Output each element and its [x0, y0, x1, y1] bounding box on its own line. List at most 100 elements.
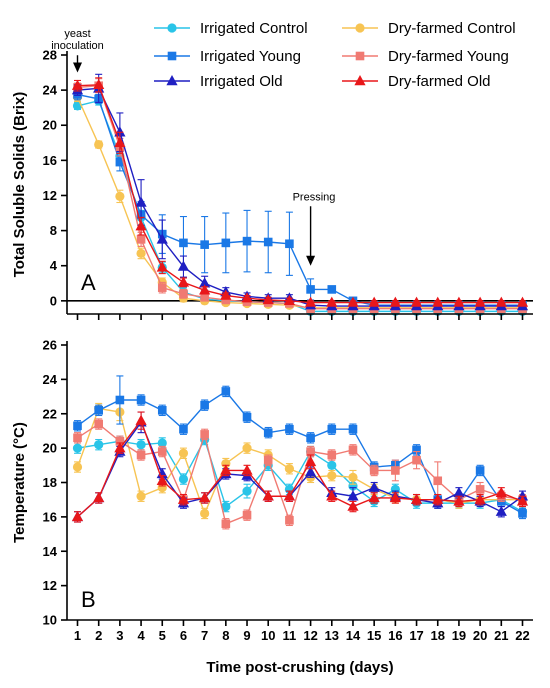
data-point	[199, 284, 211, 295]
legend-marker	[167, 23, 177, 33]
panel-a-series-dry-farmed-old	[71, 77, 529, 307]
annotation-arrow-head	[306, 255, 316, 266]
panel-a-y-axis-title: Total Soluble Solids (Brix)	[11, 92, 28, 278]
x-tick-label: 13	[325, 628, 339, 643]
legend-label: Irrigated Young	[200, 48, 301, 65]
data-point	[327, 460, 337, 470]
data-point	[475, 466, 485, 475]
x-tick-label: 17	[409, 628, 423, 643]
data-point	[475, 485, 485, 494]
data-point	[326, 296, 338, 307]
data-point	[327, 450, 337, 460]
x-tick-label: 19	[452, 628, 466, 643]
annotation-text: inoculation	[51, 40, 104, 52]
panel-a-y-tick-label: 8	[50, 223, 57, 238]
data-point	[495, 296, 507, 307]
panel-a-y-tick-label: 20	[43, 118, 57, 133]
series-line	[77, 93, 523, 306]
panel-a-y-tick-label: 16	[43, 153, 57, 168]
panel-a-annotation-pressing: Pressing	[293, 191, 335, 266]
data-point	[114, 442, 126, 453]
legend-item-irrigated-control: Irrigated Control	[154, 20, 308, 37]
x-tick-label: 15	[367, 628, 381, 643]
data-point	[368, 296, 380, 307]
data-point	[242, 443, 252, 453]
x-tick-label: 9	[243, 628, 250, 643]
x-tick-label: 4	[137, 628, 145, 643]
data-point	[391, 466, 400, 475]
data-point	[94, 139, 104, 150]
x-tick-label: 3	[116, 628, 123, 643]
data-point	[474, 493, 486, 504]
data-point	[179, 289, 188, 299]
data-point	[241, 292, 253, 303]
data-point	[453, 296, 465, 307]
legend-marker	[167, 51, 177, 61]
data-point	[157, 283, 167, 292]
x-tick-label: 1	[74, 628, 81, 643]
panel-b-y-axis-title: Temperature (°C)	[11, 422, 28, 543]
data-point	[136, 235, 146, 244]
data-point	[347, 296, 359, 307]
data-point	[304, 296, 317, 307]
data-point	[115, 191, 125, 201]
data-point	[263, 455, 273, 465]
series-line	[77, 99, 523, 313]
panel-b-y-tick-label: 22	[43, 406, 57, 421]
data-point	[242, 412, 252, 422]
series-line	[77, 84, 523, 310]
panel-b-letter: B	[81, 587, 96, 612]
data-point	[200, 508, 210, 519]
data-point	[136, 450, 146, 460]
panel-a-y-tick-label: 28	[43, 48, 57, 63]
series-line	[76, 407, 523, 516]
data-point	[93, 491, 105, 503]
legend-label: Irrigated Old	[200, 73, 283, 90]
legend-label: Dry-farmed Control	[388, 20, 516, 37]
legend-label: Dry-farmed Old	[388, 73, 491, 90]
data-point	[177, 276, 190, 287]
panel-b-y-tick-label: 26	[43, 338, 57, 353]
panel-b-y-tick-label: 14	[43, 544, 58, 559]
data-point	[285, 239, 294, 249]
data-point	[71, 79, 84, 90]
data-point	[135, 414, 147, 425]
data-point	[242, 510, 252, 520]
data-point	[284, 464, 295, 474]
data-point	[221, 387, 231, 396]
x-tick-label: 12	[303, 628, 317, 643]
data-point	[156, 261, 168, 272]
x-tick-label: 21	[494, 628, 508, 643]
data-point	[136, 248, 146, 259]
data-point	[368, 481, 380, 492]
legend-item-irrigated-old: Irrigated Old	[154, 73, 283, 90]
data-point	[327, 424, 337, 434]
data-point	[199, 491, 211, 503]
series-line	[77, 84, 523, 304]
panel-a-y-tick-label: 4	[50, 258, 58, 273]
data-point	[242, 236, 252, 246]
panel-b-y-tick-label: 20	[43, 441, 57, 456]
data-point	[177, 260, 190, 271]
data-point	[136, 395, 146, 405]
legend-item-dry-farmed-control: Dry-farmed Control	[342, 20, 516, 37]
x-tick-label: 5	[159, 628, 166, 643]
data-point	[326, 490, 338, 501]
panel-b-y-tick-label: 12	[43, 578, 57, 593]
data-point	[72, 443, 83, 453]
data-point	[495, 486, 507, 498]
legend-label: Irrigated Control	[200, 20, 308, 37]
x-tick-label: 2	[95, 628, 102, 643]
data-point	[178, 474, 189, 484]
panel-a-brix-chart: 0 4 8 12 16 20 24 28 Total Soluble Solids (Brix)…	[11, 28, 533, 316]
data-point	[200, 430, 209, 439]
data-point	[200, 400, 209, 410]
data-point	[453, 495, 465, 506]
panel-b-series-dry-farmed-old	[71, 411, 529, 523]
data-point	[136, 491, 146, 501]
annotation-text: yeast	[64, 28, 90, 40]
data-point	[347, 500, 359, 511]
data-point	[135, 196, 147, 207]
data-point	[347, 490, 359, 501]
